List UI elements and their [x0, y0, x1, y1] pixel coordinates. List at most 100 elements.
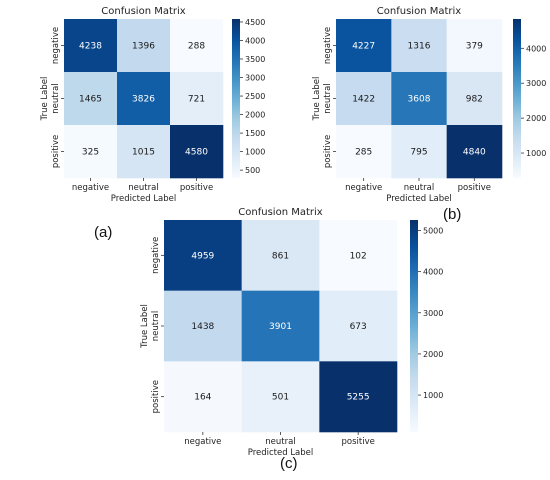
chart1-cell-neutral-neutral [117, 72, 171, 126]
chart2-cell-value-positive-negative: 285 [355, 148, 372, 158]
chart1-cell-positive-neutral [117, 125, 171, 179]
chart2-cell-neutral-negative [336, 72, 392, 126]
chart3-cell-value-neutral-positive: 673 [350, 322, 367, 332]
chart2-cell-value-negative-positive: 379 [466, 42, 483, 52]
chart3-colorbar-tick-label: 1000 [423, 391, 443, 400]
chart1-cell-value-neutral-neutral: 3826 [132, 95, 155, 105]
chart1-colorbar-tick-label: 4000 [245, 36, 265, 45]
chart1-cell-value-positive-neutral: 1015 [132, 148, 155, 158]
chart1-cell-value-negative-negative: 4238 [79, 42, 102, 52]
chart3-cell-negative-positive [319, 220, 398, 291]
chart3-cell-positive-negative [164, 361, 242, 433]
chart2-cell-value-neutral-positive: 982 [466, 95, 483, 105]
chart1-x-tick-label: positive [180, 183, 213, 193]
chart1-cell-positive-negative [64, 125, 118, 179]
chart1-cell-value-negative-neutral: 1396 [132, 42, 155, 52]
chart1-colorbar-tick-label: 4500 [245, 18, 265, 27]
chart2-cell-value-positive-positive: 4840 [463, 148, 486, 158]
chart3-y-tick-label: negative [151, 237, 161, 274]
panel-label-a: (a) [94, 224, 113, 241]
chart3-colorbar-tick-label: 5000 [423, 226, 443, 235]
chart1-cell-negative-neutral [117, 19, 171, 73]
chart3-cell-neutral-negative [164, 290, 242, 362]
chart3-colorbar [410, 220, 418, 432]
chart2-cell-positive-negative [336, 125, 392, 179]
chart2-x-tick-label: negative [345, 183, 382, 193]
chart3-cell-negative-negative [164, 220, 242, 291]
chart2-cell-positive-neutral [391, 125, 447, 179]
chart1-cell-neutral-positive [170, 72, 224, 126]
chart1-cell-neutral-negative [64, 72, 118, 126]
chart1-cell-value-positive-negative: 325 [82, 148, 99, 158]
chart3-cell-positive-positive [319, 361, 398, 433]
chart1-colorbar-tick-label: 1000 [245, 148, 265, 157]
chart3-cell-value-neutral-neutral: 3901 [269, 322, 292, 332]
chart3-x-tick-label: negative [184, 437, 221, 447]
chart3-cell-value-neutral-negative: 1438 [191, 322, 214, 332]
chart1-colorbar-tick-label: 3000 [245, 74, 265, 83]
chart2-cell-negative-positive [446, 19, 503, 73]
panel-label-c: (c) [280, 455, 298, 472]
chart2-cell-negative-neutral [391, 19, 447, 73]
chart3-colorbar-tick-label: 3000 [423, 309, 443, 318]
chart1-colorbar-tick-label: 1500 [245, 129, 265, 138]
chart1-y-axis-label: True Label [40, 77, 50, 122]
chart3-cell-positive-neutral [241, 361, 320, 433]
chart1-colorbar-tick-label: 2000 [245, 111, 265, 120]
chart2-y-tick-label: negative [323, 27, 333, 64]
chart2-cell-neutral-positive [446, 72, 503, 126]
chart1-cell-value-positive-positive: 4580 [185, 148, 208, 158]
chart2-cell-value-positive-neutral: 795 [410, 148, 427, 158]
chart3-cell-value-negative-positive: 102 [350, 251, 367, 261]
chart1-cell-negative-positive [170, 19, 224, 73]
chart3-cell-value-positive-positive: 5255 [347, 393, 370, 403]
chart3-cell-value-positive-neutral: 501 [272, 393, 289, 403]
chart2-cell-positive-positive [446, 125, 503, 179]
chart2-colorbar [513, 19, 521, 178]
chart1-x-tick-label: neutral [128, 183, 158, 193]
chart3-cell-value-negative-neutral: 861 [272, 251, 289, 261]
chart2-colorbar-tick-label: 4000 [526, 44, 546, 53]
chart1-x-axis-label: Predicted Label [111, 194, 177, 204]
chart2-colorbar-tick-label: 3000 [526, 79, 546, 88]
chart2-cell-value-neutral-neutral: 3608 [408, 95, 431, 105]
chart1-cell-value-neutral-positive: 721 [188, 95, 205, 105]
chart3-cell-neutral-neutral [241, 290, 320, 362]
chart1-y-tick-label: positive [51, 135, 61, 168]
chart1-colorbar [232, 19, 240, 178]
chart2-colorbar-tick-label: 2000 [526, 114, 546, 123]
chart2-cell-neutral-neutral [391, 72, 447, 126]
chart3-colorbar-tick-label: 2000 [423, 350, 443, 359]
chart1-y-tick-label: neutral [51, 83, 61, 113]
chart3-cell-negative-neutral [241, 220, 320, 291]
chart2-y-tick-label: neutral [323, 83, 333, 113]
chart3-cell-neutral-positive [319, 290, 398, 362]
chart2-y-axis-label: True Label [312, 77, 322, 122]
chart3-y-tick-label: positive [151, 380, 161, 413]
chart1-cell-value-negative-positive: 288 [188, 42, 205, 52]
chart3-x-tick-label: neutral [265, 437, 295, 447]
chart2-cell-value-negative-neutral: 1316 [408, 42, 431, 52]
chart3-title: Confusion Matrix [238, 207, 322, 218]
chart1-cell-positive-positive [170, 125, 224, 179]
chart2-colorbar-tick-label: 1000 [526, 149, 546, 158]
panel-label-b: (b) [443, 206, 462, 223]
chart2-x-axis-label: Predicted Label [386, 194, 452, 204]
chart1-x-tick-label: negative [72, 183, 109, 193]
chart1-cell-value-neutral-negative: 1465 [79, 95, 102, 105]
chart1-cell-negative-negative [64, 19, 118, 73]
chart2-title: Confusion Matrix [377, 6, 461, 17]
chart2-x-tick-label: neutral [404, 183, 434, 193]
chart3-y-tick-label: neutral [151, 311, 161, 341]
chart1-y-tick-label: negative [51, 27, 61, 64]
chart3-y-axis-label: True Label [140, 304, 150, 349]
chart1-colorbar-tick-label: 500 [245, 166, 260, 175]
chart2-cell-value-neutral-negative: 1422 [352, 95, 375, 105]
chart2-cell-value-negative-negative: 4227 [352, 42, 375, 52]
chart1-colorbar-tick-label: 3500 [245, 55, 265, 64]
chart2-y-tick-label: positive [323, 135, 333, 168]
chart3-x-tick-label: positive [341, 437, 374, 447]
chart2-cell-negative-negative [336, 19, 392, 73]
